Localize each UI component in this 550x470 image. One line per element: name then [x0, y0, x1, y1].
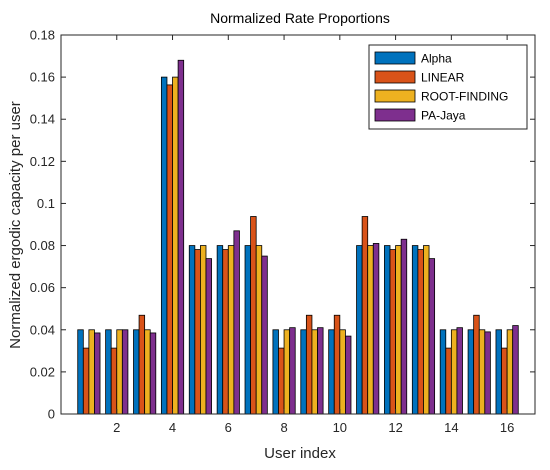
bar-root-finding-user-11 — [367, 245, 374, 415]
y-tick-label: 0.08 — [30, 238, 55, 253]
y-tick-label: 0.04 — [30, 322, 55, 337]
x-tick-label: 16 — [500, 420, 514, 435]
legend-swatch-linear — [374, 70, 416, 84]
x-axis-label: User index — [264, 445, 336, 462]
legend-label-pa-jaya: PA-Jaya — [421, 109, 466, 123]
bar-alpha-user-4 — [160, 76, 168, 415]
chart-title: Normalized Rate Proportions — [210, 10, 390, 26]
bar-pa-jaya-user-10 — [344, 335, 352, 415]
legend-swatch-alpha — [374, 51, 416, 65]
legend-label-alpha: Alpha — [421, 52, 452, 66]
bar-linear-user-12 — [389, 249, 396, 415]
y-tick-label: 0.12 — [30, 154, 55, 169]
bar-root-finding-user-5 — [200, 245, 207, 415]
x-tick-label: 8 — [280, 420, 287, 435]
bar-linear-user-6 — [222, 249, 229, 415]
bar-root-finding-user-14 — [450, 329, 458, 415]
bar-linear-user-13 — [417, 249, 424, 415]
bar-pa-jaya-user-13 — [428, 258, 436, 415]
bar-alpha-user-8 — [272, 329, 279, 415]
bar-linear-user-7 — [250, 216, 257, 415]
bar-linear-user-2 — [110, 347, 118, 415]
bar-alpha-user-6 — [216, 245, 224, 415]
x-tick-label: 6 — [225, 420, 232, 435]
bar-root-finding-user-16 — [506, 329, 514, 415]
y-tick-label: 0 — [48, 407, 55, 422]
bar-alpha-user-15 — [467, 329, 475, 415]
bar-pa-jaya-user-8 — [289, 327, 296, 415]
bar-alpha-user-3 — [133, 329, 140, 415]
x-tick-label: 14 — [444, 420, 458, 435]
bar-pa-jaya-user-7 — [261, 255, 268, 415]
bar-root-finding-user-7 — [255, 245, 263, 415]
y-tick-label: 0.18 — [30, 28, 55, 43]
bar-alpha-user-11 — [356, 245, 363, 415]
x-tick-label: 12 — [388, 420, 402, 435]
bar-root-finding-user-2 — [116, 329, 123, 415]
x-tick-label: 2 — [113, 420, 120, 435]
bar-alpha-user-14 — [439, 329, 447, 415]
bar-pa-jaya-user-15 — [484, 331, 491, 415]
x-tick-label: 4 — [169, 420, 176, 435]
bar-alpha-user-16 — [495, 329, 502, 415]
bar-pa-jaya-user-4 — [177, 59, 185, 415]
bar-pa-jaya-user-14 — [456, 327, 463, 415]
bar-alpha-user-5 — [188, 245, 196, 415]
bar-pa-jaya-user-11 — [372, 243, 380, 415]
axes-box — [60, 34, 536, 415]
bar-root-finding-user-9 — [311, 329, 318, 415]
bar-root-finding-user-13 — [423, 245, 430, 415]
bar-alpha-user-10 — [328, 329, 335, 415]
legend-label-linear: LINEAR — [421, 71, 465, 85]
bar-root-finding-user-4 — [172, 76, 179, 415]
bar-root-finding-user-1 — [88, 329, 95, 415]
legend: Alpha LINEAR ROOT-FINDING PA-Jaya — [368, 44, 528, 130]
bar-alpha-user-2 — [105, 329, 112, 415]
bar-alpha-user-13 — [411, 245, 419, 415]
bar-pa-jaya-user-16 — [512, 325, 519, 415]
bar-alpha-user-9 — [300, 329, 307, 415]
bar-pa-jaya-user-3 — [149, 332, 157, 415]
legend-swatch-pa-jaya — [374, 108, 416, 122]
bar-linear-user-16 — [501, 347, 508, 415]
bar-pa-jaya-user-12 — [400, 238, 408, 415]
y-axis-label: Normalized ergodic capacity per user — [7, 101, 24, 349]
y-tick-label: 0.1 — [37, 196, 55, 211]
bar-linear-user-14 — [445, 347, 452, 415]
y-tick-label: 0.06 — [30, 280, 55, 295]
y-tick-label: 0.14 — [30, 112, 55, 127]
bar-linear-user-10 — [333, 314, 341, 415]
legend-label-root-finding: ROOT-FINDING — [421, 90, 508, 104]
bar-alpha-user-12 — [384, 245, 391, 415]
bar-alpha-user-1 — [77, 329, 84, 415]
bar-linear-user-5 — [194, 249, 201, 415]
bar-linear-user-15 — [473, 314, 480, 415]
bar-pa-jaya-user-5 — [205, 258, 212, 415]
y-tick-label: 0.02 — [30, 364, 55, 379]
bar-pa-jaya-user-1 — [94, 332, 101, 415]
bar-linear-user-1 — [82, 347, 90, 415]
plot-area: 0 0.02 0.04 0.06 0.08 0.1 0.12 0.14 0.16 0.18 2 4 6 8… — [30, 28, 536, 435]
bar-root-finding-user-3 — [144, 329, 151, 415]
bar-root-finding-user-15 — [478, 329, 486, 415]
bar-linear-user-11 — [361, 216, 369, 415]
bar-root-finding-user-10 — [339, 329, 346, 415]
legend-swatch-root-finding — [374, 89, 416, 103]
y-tick-label: 0.16 — [30, 70, 55, 85]
bar-pa-jaya-user-2 — [121, 329, 129, 415]
bar-linear-user-8 — [278, 347, 285, 415]
bar-pa-jaya-user-6 — [233, 230, 240, 415]
bar-linear-user-3 — [138, 314, 146, 415]
bar-root-finding-user-8 — [283, 329, 291, 415]
x-tick-label: 10 — [333, 420, 347, 435]
bar-root-finding-user-6 — [227, 245, 235, 415]
bar-alpha-user-7 — [244, 245, 252, 415]
bar-root-finding-user-12 — [395, 245, 402, 415]
bar-linear-user-9 — [305, 314, 313, 415]
bar-pa-jaya-user-9 — [317, 327, 324, 415]
bar-linear-user-4 — [166, 84, 173, 415]
